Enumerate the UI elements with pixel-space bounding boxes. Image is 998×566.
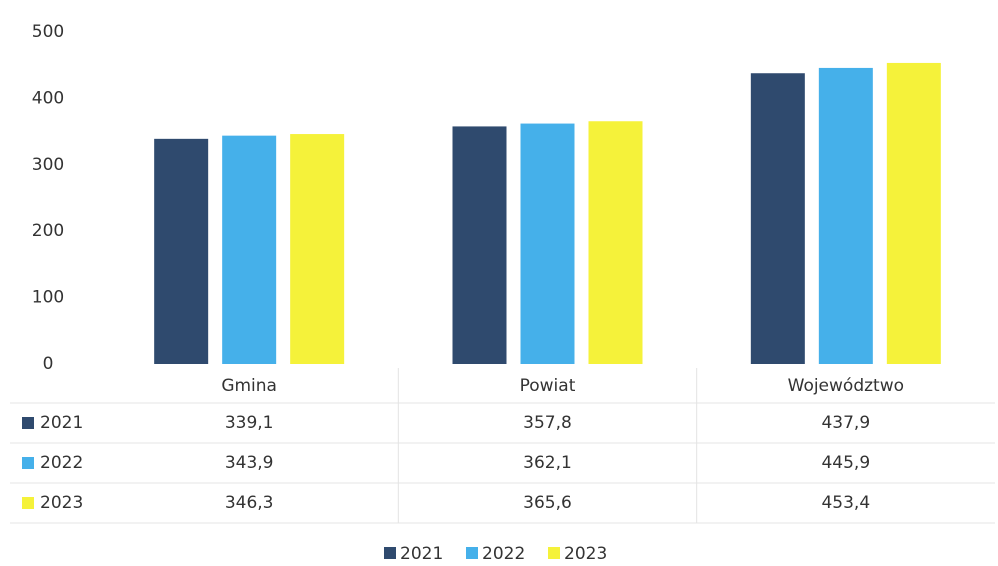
table-value: 339,1 — [225, 413, 274, 433]
y-tick-label: 300 — [32, 155, 64, 175]
category-label: Gmina — [221, 376, 277, 396]
bar — [818, 67, 873, 365]
bar — [588, 121, 643, 364]
bar — [154, 138, 209, 364]
legend-marker — [466, 547, 478, 559]
y-tick-label: 200 — [32, 221, 64, 241]
table-legend-marker — [22, 497, 34, 509]
bar — [452, 126, 507, 364]
y-tick-label: 100 — [32, 288, 64, 308]
legend-marker — [384, 547, 396, 559]
table-value: 362,1 — [523, 453, 572, 473]
table-value: 365,6 — [523, 493, 572, 513]
legend-label: 2022 — [482, 544, 525, 564]
table-value: 346,3 — [225, 493, 274, 513]
y-tick-label: 400 — [32, 88, 64, 108]
table-value: 343,9 — [225, 453, 274, 473]
table-value: 357,8 — [523, 413, 572, 433]
bar — [222, 135, 277, 364]
table-row-label: 2022 — [40, 453, 83, 473]
legend-label: 2021 — [400, 544, 443, 564]
table-value: 453,4 — [821, 493, 870, 513]
bar — [520, 123, 575, 364]
y-tick-label: 500 — [32, 22, 64, 42]
table-legend-marker — [22, 417, 34, 429]
legend-marker — [548, 547, 560, 559]
category-label: Województwo — [788, 376, 904, 396]
table-row-label: 2023 — [40, 493, 83, 513]
legend-label: 2023 — [564, 544, 607, 564]
table-row-label: 2021 — [40, 413, 83, 433]
bar — [290, 134, 345, 364]
table-value: 437,9 — [821, 413, 870, 433]
bar — [750, 73, 805, 364]
y-tick-label: 0 — [43, 354, 54, 374]
category-label: Powiat — [520, 376, 576, 396]
table-value: 445,9 — [821, 453, 870, 473]
bar — [886, 62, 941, 364]
table-legend-marker — [22, 457, 34, 469]
